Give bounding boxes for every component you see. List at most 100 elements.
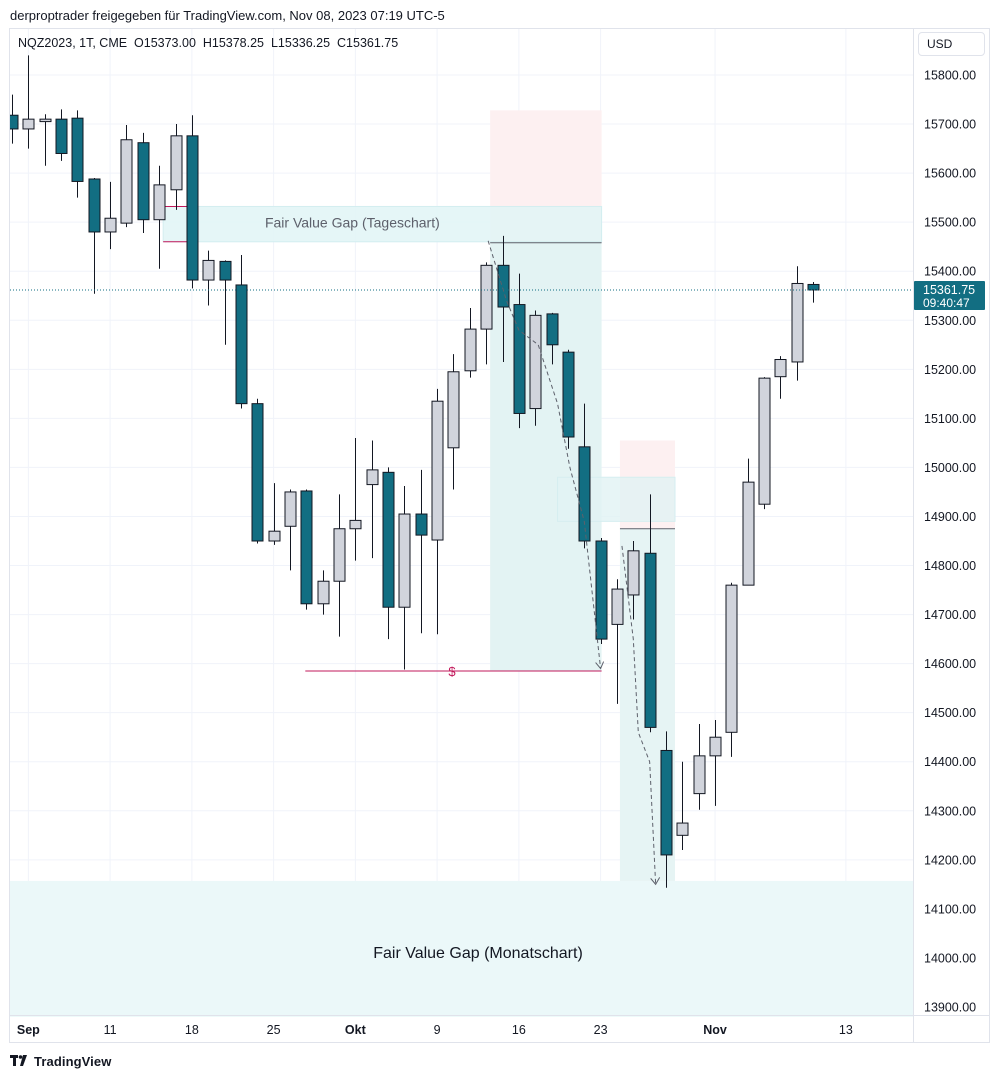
price-path-arrowhead-1	[595, 661, 605, 670]
y-axis-tick-label: 14200.00	[924, 853, 976, 867]
chart-frame	[9, 28, 990, 1043]
footer-brand-text: TradingView	[34, 1053, 112, 1069]
y-axis-tick-label: 14600.00	[924, 657, 976, 671]
candle-bearish[interactable]	[251, 403, 264, 542]
candle-bullish[interactable]	[398, 513, 411, 608]
candle-bearish[interactable]	[415, 513, 428, 536]
candle-bullish[interactable]	[22, 118, 35, 130]
candle-bearish[interactable]	[55, 118, 68, 154]
y-axis-tick-label: 15300.00	[924, 314, 976, 328]
y-axis-tick-label: 14500.00	[924, 706, 976, 720]
y-axis-tick-label: 15700.00	[924, 118, 976, 132]
candle-bullish[interactable]	[627, 550, 640, 596]
candle-bullish[interactable]	[611, 588, 624, 625]
candle-bearish[interactable]	[513, 304, 526, 414]
candle-bullish[interactable]	[349, 519, 362, 530]
liquidity-label: $	[448, 664, 456, 679]
y-axis-tick-label: 14100.00	[924, 902, 976, 916]
y-axis-tick-label: 13900.00	[924, 1001, 976, 1015]
candle-bullish[interactable]	[676, 822, 689, 836]
x-axis-tick-label: Sep	[17, 1023, 40, 1037]
candle-bearish[interactable]	[644, 552, 657, 728]
candle-bullish[interactable]	[317, 580, 330, 605]
candle-bullish[interactable]	[447, 371, 460, 449]
candle-bearish[interactable]	[137, 142, 150, 221]
legend-open: O15373.00	[134, 36, 196, 50]
candle-bearish[interactable]	[186, 135, 199, 281]
candle-bearish[interactable]	[660, 749, 673, 856]
candle-bullish[interactable]	[333, 528, 346, 582]
candle-bearish[interactable]	[7, 114, 19, 130]
candle-bearish[interactable]	[88, 178, 101, 233]
last-price-badge	[914, 280, 985, 310]
candle-bearish[interactable]	[562, 351, 575, 438]
x-axis-tick-label: 23	[594, 1023, 608, 1037]
x-axis-tick-label: 13	[839, 1023, 853, 1037]
ohlc-legend: NQZ2023, 1T, CME O15373.00 H15378.25 L15…	[18, 36, 398, 50]
candle-bearish[interactable]	[497, 264, 510, 308]
legend-symbol: NQZ2023, 1T, CME	[18, 36, 128, 50]
candle-bearish[interactable]	[71, 117, 84, 182]
fvg-daily-zone	[162, 205, 603, 243]
x-axis-tick-label: Nov	[703, 1023, 727, 1037]
legend-high: H15378.25	[202, 36, 265, 50]
candle-bullish[interactable]	[104, 217, 117, 233]
fvg-monthly-label: Fair Value Gap (Monatschart)	[373, 945, 583, 962]
fvg-monthly-zone	[10, 880, 913, 1017]
candle-bullish[interactable]	[268, 530, 281, 542]
legend-close: C15361.75	[337, 36, 399, 50]
candle-bullish[interactable]	[758, 377, 771, 505]
y-axis-tick-label: 15100.00	[924, 412, 976, 426]
x-axis-tick-label: 18	[185, 1023, 199, 1037]
x-axis-tick-label: 16	[512, 1023, 526, 1037]
candle-bullish[interactable]	[170, 135, 183, 191]
y-axis-tick-label: 15500.00	[924, 216, 976, 230]
y-axis-tick-label: 14800.00	[924, 559, 976, 573]
candle-bullish[interactable]	[284, 491, 297, 527]
y-axis-tick-label: 15800.00	[924, 69, 976, 83]
currency-button[interactable]: USD	[918, 32, 985, 56]
price-path-arrow-2	[621, 545, 657, 885]
candle-bullish[interactable]	[480, 264, 493, 330]
candle-bullish[interactable]	[464, 328, 477, 372]
x-axis-tick-label: 11	[104, 1023, 117, 1037]
candle-bullish[interactable]	[742, 481, 755, 586]
candle-bearish[interactable]	[546, 313, 559, 346]
y-axis-tick-label: 14900.00	[924, 510, 976, 524]
candle-bearish[interactable]	[807, 283, 820, 291]
candle-bullish[interactable]	[774, 359, 787, 378]
price-path-arrow-1	[487, 240, 602, 669]
price-path-arrowhead-2	[650, 877, 661, 886]
candle-bullish[interactable]	[202, 259, 215, 281]
candle-bullish[interactable]	[366, 469, 379, 486]
tradingview-logo-icon	[10, 1055, 27, 1066]
candles-group	[7, 55, 820, 888]
legend-low: L15336.25	[270, 36, 331, 50]
candle-bullish[interactable]	[709, 736, 722, 757]
candle-bullish[interactable]	[431, 400, 444, 541]
candle-bullish[interactable]	[120, 139, 133, 224]
candle-bearish[interactable]	[578, 446, 591, 542]
y-axis-tick-label: 14700.00	[924, 608, 976, 622]
candle-bullish[interactable]	[693, 755, 706, 795]
candle-bearish[interactable]	[300, 490, 313, 605]
candle-bearish[interactable]	[219, 260, 232, 281]
candle-bullish[interactable]	[153, 184, 166, 221]
x-axis-tick-label: Okt	[345, 1023, 367, 1037]
y-axis-tick-label: 15000.00	[924, 461, 976, 475]
y-axis-tick-label: 15400.00	[924, 265, 976, 279]
candle-bullish[interactable]	[529, 314, 542, 410]
footer-brand[interactable]: TradingView	[10, 1053, 111, 1069]
candle-bearish[interactable]	[595, 540, 608, 640]
y-axis-tick-label: 15600.00	[924, 167, 976, 181]
candle-bullish[interactable]	[39, 118, 52, 123]
candle-bullish[interactable]	[791, 282, 804, 363]
y-axis-tick-label: 15200.00	[924, 363, 976, 377]
x-axis-tick-label: 9	[434, 1023, 441, 1037]
candle-bullish[interactable]	[725, 584, 738, 733]
candle-bearish[interactable]	[382, 471, 395, 608]
candle-bearish[interactable]	[235, 284, 248, 405]
y-axis-tick-label: 14000.00	[924, 951, 976, 965]
fvg-daily-label: Fair Value Gap (Tageschart)	[265, 214, 440, 230]
